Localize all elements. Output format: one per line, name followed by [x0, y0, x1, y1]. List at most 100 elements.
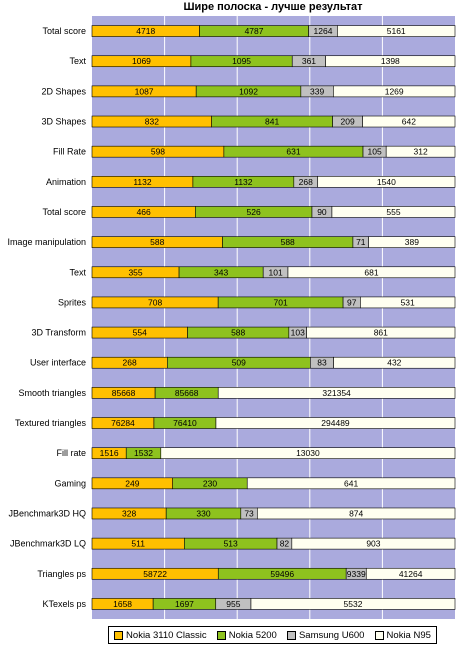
legend-item-nokia-n95: Nokia N95	[374, 630, 431, 641]
data-label: 230	[203, 478, 217, 488]
category-label: Total score	[42, 207, 86, 217]
data-label: 832	[145, 117, 159, 127]
data-label: 1069	[132, 56, 151, 66]
category-label: Total score	[42, 26, 86, 36]
data-label: 1540	[377, 177, 396, 187]
category-label: Smooth triangles	[18, 388, 86, 398]
bar-segment	[362, 115, 456, 128]
data-label: 1132	[234, 177, 253, 187]
bar-rows: Total score 4718 4787 1264 5161 Text 1069 1095 3…	[7, 25, 456, 610]
data-label: 41264	[399, 569, 423, 579]
category-label: Textured triangles	[15, 418, 87, 428]
data-label: 101	[268, 267, 282, 277]
data-label: 76284	[111, 418, 135, 428]
data-label: 874	[349, 508, 363, 518]
data-label: 1398	[381, 56, 400, 66]
bar-segment	[368, 236, 456, 248]
data-label: 59496	[270, 569, 294, 579]
bar-segment	[250, 598, 456, 610]
plot-background	[92, 16, 455, 619]
data-label: 13030	[296, 448, 320, 458]
data-label: 82	[280, 539, 290, 549]
data-label: 249	[125, 478, 139, 488]
chart-title: Шире полоска - лучше результат	[183, 1, 363, 13]
data-label: 588	[281, 237, 295, 247]
data-label: 58722	[143, 569, 167, 579]
data-label: 1087	[135, 86, 154, 96]
bar-segment	[160, 447, 456, 459]
category-label: Image manipulation	[7, 237, 86, 247]
data-label: 1095	[232, 56, 251, 66]
legend-swatch	[114, 630, 124, 640]
data-label: 5161	[387, 26, 406, 36]
data-label: 328	[122, 508, 136, 518]
category-label: 2D Shapes	[41, 86, 86, 96]
legend-label: Samsung U600	[298, 629, 365, 641]
data-label: 631	[286, 147, 300, 157]
data-label: 361	[302, 56, 316, 66]
data-label: 466	[137, 207, 151, 217]
bar-segment	[333, 356, 456, 369]
data-label: 641	[344, 478, 358, 488]
data-label: 85668	[112, 388, 136, 398]
data-label: 343	[214, 267, 228, 277]
data-label: 598	[151, 147, 165, 157]
category-label: JBenchmark3D LQ	[10, 539, 86, 549]
data-label: 708	[148, 297, 162, 307]
data-label: 642	[402, 117, 416, 127]
data-label: 339	[310, 86, 324, 96]
legend-item-samsung-u600: Samsung U600	[286, 629, 365, 641]
data-label: 294489	[321, 418, 350, 428]
data-label: 1132	[133, 177, 152, 187]
category-label: KTexels ps	[42, 599, 86, 609]
data-label: 4787	[245, 26, 264, 36]
data-label: 209	[341, 117, 355, 127]
bar-segment	[291, 537, 456, 550]
bar-segment	[365, 567, 456, 580]
category-label: 3D Transform	[31, 328, 86, 338]
data-label: 511	[131, 539, 145, 549]
category-label: User interface	[30, 358, 86, 368]
data-label: 1516	[100, 448, 119, 458]
legend-label: Nokia 3110 Classic	[126, 629, 207, 641]
data-label: 588	[150, 237, 164, 247]
legend-swatch	[374, 630, 384, 640]
bar-segment	[246, 477, 456, 490]
category-label: Fill rate	[56, 448, 86, 458]
data-label: 103	[291, 328, 305, 338]
data-label: 903	[366, 539, 380, 549]
data-label: 1269	[385, 86, 404, 96]
data-label: 432	[387, 358, 401, 368]
legend-item-nokia-5200: Nokia 5200	[216, 630, 277, 641]
data-label: 268	[123, 358, 137, 368]
bar-segment	[333, 85, 456, 98]
category-label: JBenchmark3D HQ	[8, 508, 86, 518]
data-label: 321354	[322, 388, 351, 398]
bar-segment	[331, 206, 456, 218]
data-label: 71	[356, 237, 366, 247]
data-label: 97	[347, 297, 357, 307]
data-label: 1532	[134, 448, 153, 458]
category-label: Fill Rate	[53, 147, 86, 157]
category-label: Text	[69, 267, 86, 277]
bar-segment	[257, 507, 456, 520]
data-label: 513	[224, 539, 238, 549]
data-label: 73	[244, 508, 254, 518]
legend-item-nokia-3110: Nokia 3110 Classic	[114, 630, 207, 641]
legend: Nokia 3110 Classic Nokia 5200 Samsung U6…	[108, 626, 437, 644]
data-label: 1697	[175, 599, 194, 609]
data-label: 76410	[173, 418, 197, 428]
data-label: 4718	[136, 26, 155, 36]
data-label: 355	[128, 267, 142, 277]
bar-segment	[317, 176, 456, 188]
category-label: Text	[69, 56, 86, 66]
data-label: 9339	[347, 569, 366, 579]
data-label: 105	[368, 147, 382, 157]
data-label: 701	[274, 297, 288, 307]
data-label: 90	[317, 207, 327, 217]
data-label: 85668	[175, 388, 199, 398]
bar-segment	[215, 417, 456, 429]
data-label: 1092	[239, 86, 258, 96]
data-label: 841	[265, 117, 279, 127]
